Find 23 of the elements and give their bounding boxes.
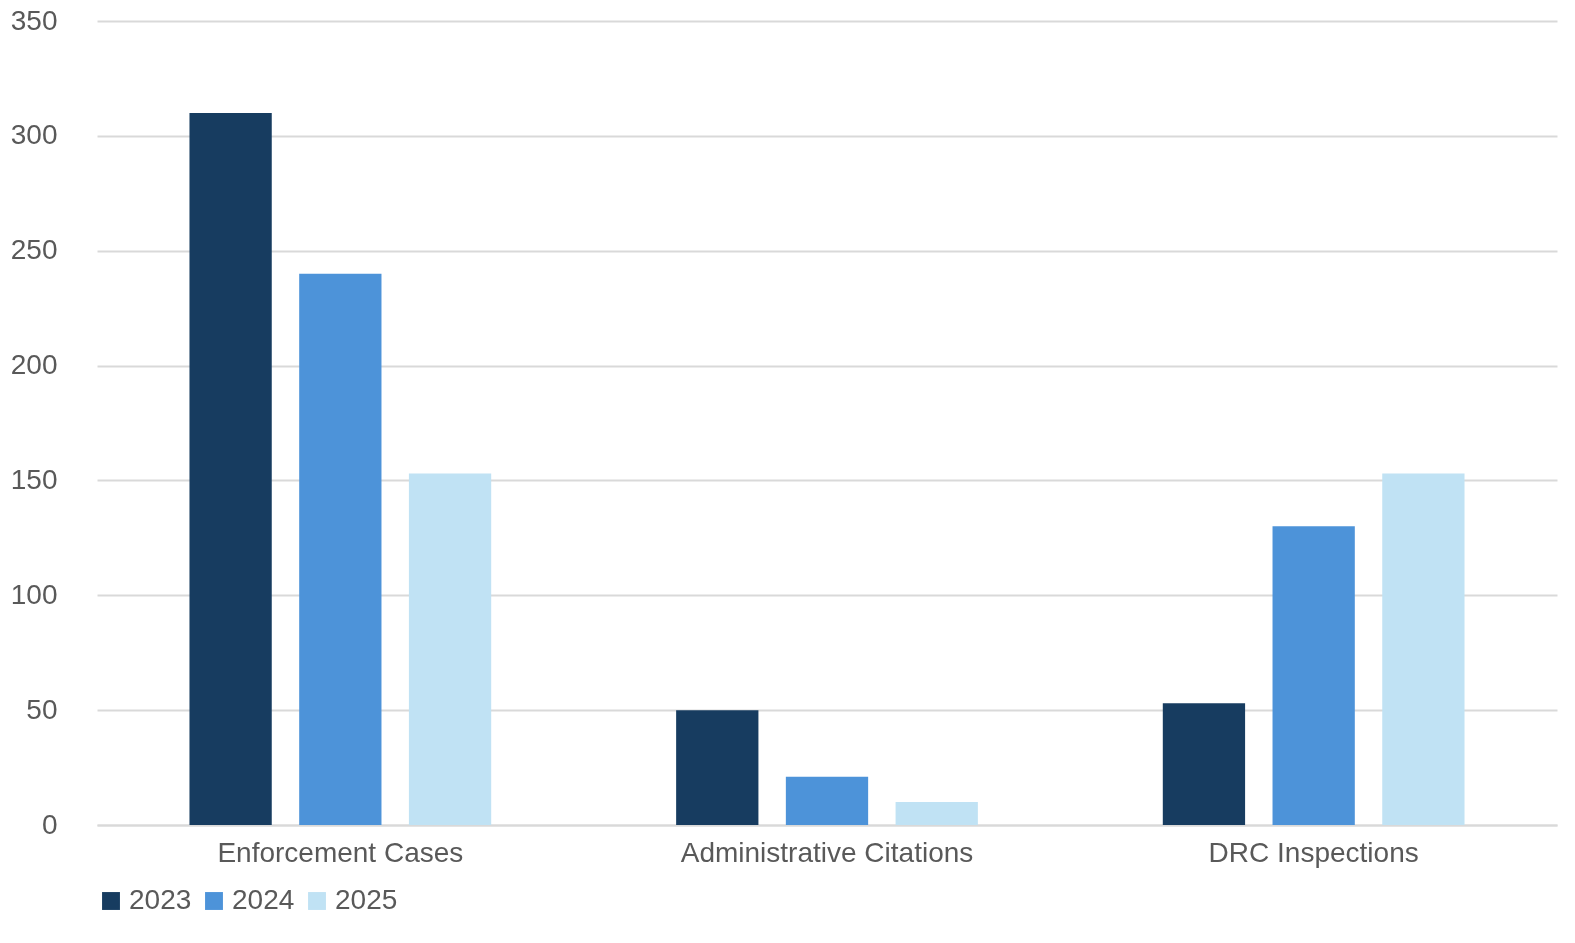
y-tick-label: 200 [10,349,58,381]
bar [1382,473,1465,825]
y-tick-label: 0 [41,808,58,840]
bar [895,802,978,825]
bar [1162,703,1246,825]
legend-label: 2023 [129,884,192,915]
bar [189,112,272,825]
bar [299,273,382,825]
bar [1272,526,1355,825]
x-tick-label: Enforcement Cases [217,836,464,868]
y-tick-label: 350 [10,4,58,36]
legend-label: 2024 [232,884,295,915]
x-tick-label: DRC Inspections [1208,836,1419,868]
bar [676,710,759,825]
y-tick-label: 150 [10,463,58,495]
bar [408,473,492,825]
y-tick-label: 50 [26,693,58,725]
legend-label: 2025 [335,884,398,915]
bar [785,776,869,825]
y-tick-label: 250 [10,234,58,266]
x-tick-label: Administrative Citations [680,836,974,868]
y-tick-label: 100 [10,578,58,610]
y-tick-label: 300 [10,119,58,151]
